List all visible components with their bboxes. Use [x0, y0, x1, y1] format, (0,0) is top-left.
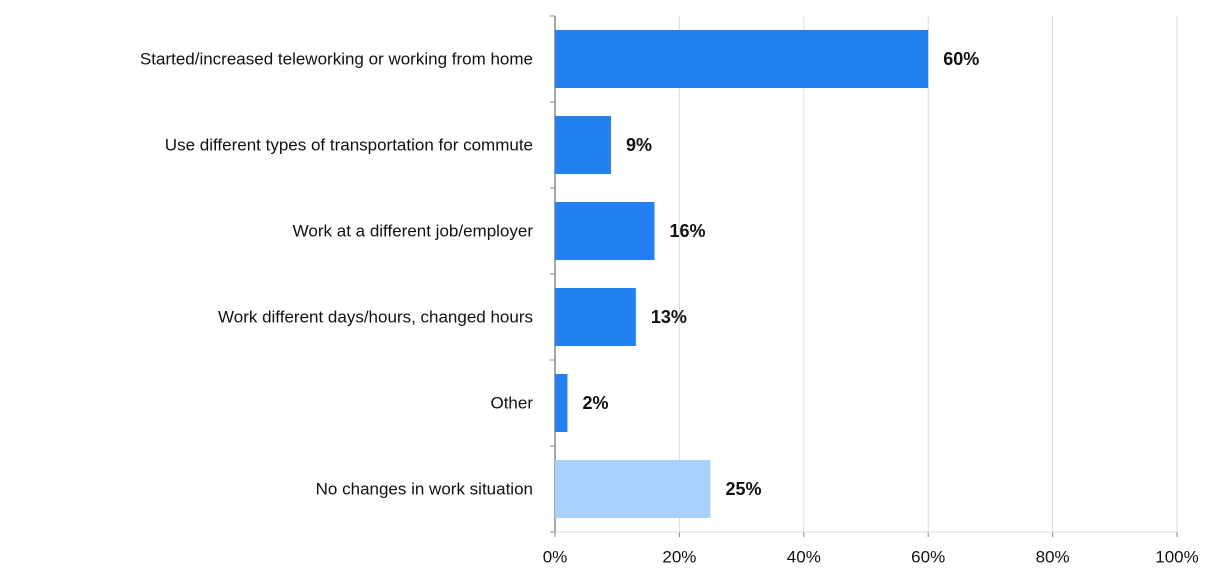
- value-label: 13%: [651, 307, 687, 327]
- bar: [555, 30, 929, 88]
- x-tick-label: 80%: [1036, 547, 1070, 566]
- x-tick-label: 0%: [543, 547, 568, 566]
- y-tick-label: Work different days/hours, changed hours: [218, 307, 533, 326]
- bar: [555, 202, 655, 260]
- value-label: 16%: [670, 221, 706, 241]
- y-tick-label: Other: [490, 393, 533, 412]
- value-label: 25%: [726, 479, 762, 499]
- y-tick-label: Work at a different job/employer: [293, 221, 534, 240]
- value-label: 2%: [582, 393, 608, 413]
- bar: [555, 288, 636, 346]
- bar: [555, 374, 568, 432]
- x-tick-label: 100%: [1155, 547, 1198, 566]
- bar: [555, 460, 711, 518]
- y-tick-label: Started/increased teleworking or working…: [140, 49, 533, 68]
- y-tick-label: Use different types of transportation fo…: [165, 135, 533, 154]
- x-tick-label: 60%: [911, 547, 945, 566]
- x-tick-label: 20%: [662, 547, 696, 566]
- y-tick-label: No changes in work situation: [316, 479, 533, 498]
- value-label: 60%: [943, 49, 979, 69]
- x-tick-label: 40%: [787, 547, 821, 566]
- bar: [555, 116, 611, 174]
- value-label: 9%: [626, 135, 652, 155]
